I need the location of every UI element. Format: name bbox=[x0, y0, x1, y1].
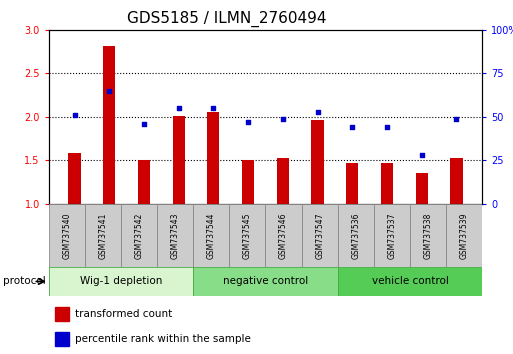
Bar bbox=[172, 116, 185, 204]
Text: percentile rank within the sample: percentile rank within the sample bbox=[75, 334, 251, 344]
Text: GSM737541: GSM737541 bbox=[98, 212, 107, 259]
Text: GSM737539: GSM737539 bbox=[460, 212, 469, 259]
FancyBboxPatch shape bbox=[338, 204, 374, 267]
Bar bbox=[277, 159, 289, 204]
Point bbox=[418, 152, 426, 158]
FancyBboxPatch shape bbox=[410, 204, 446, 267]
Text: GSM737546: GSM737546 bbox=[279, 212, 288, 259]
Text: GSM737547: GSM737547 bbox=[315, 212, 324, 259]
Text: GSM737542: GSM737542 bbox=[134, 212, 144, 259]
FancyBboxPatch shape bbox=[121, 204, 157, 267]
Bar bbox=[346, 163, 359, 204]
Point bbox=[348, 124, 357, 130]
Point bbox=[383, 124, 391, 130]
FancyBboxPatch shape bbox=[157, 204, 193, 267]
Point bbox=[105, 88, 113, 93]
Bar bbox=[55, 307, 69, 321]
Point bbox=[209, 105, 218, 111]
Point bbox=[244, 119, 252, 125]
FancyBboxPatch shape bbox=[446, 204, 482, 267]
Point bbox=[140, 121, 148, 127]
Point bbox=[313, 109, 322, 114]
FancyBboxPatch shape bbox=[374, 204, 410, 267]
Text: Wig-1 depletion: Wig-1 depletion bbox=[80, 276, 162, 286]
Text: GDS5185 / ILMN_2760494: GDS5185 / ILMN_2760494 bbox=[127, 11, 326, 27]
Text: GSM737545: GSM737545 bbox=[243, 212, 252, 259]
Text: GSM737544: GSM737544 bbox=[207, 212, 216, 259]
FancyBboxPatch shape bbox=[302, 204, 338, 267]
FancyBboxPatch shape bbox=[193, 204, 229, 267]
FancyBboxPatch shape bbox=[265, 204, 302, 267]
Bar bbox=[416, 173, 428, 204]
Text: protocol: protocol bbox=[3, 276, 45, 286]
Point bbox=[279, 116, 287, 121]
Bar bbox=[138, 160, 150, 204]
Text: negative control: negative control bbox=[223, 276, 308, 286]
Text: GSM737538: GSM737538 bbox=[424, 212, 432, 259]
FancyBboxPatch shape bbox=[49, 267, 193, 296]
Text: GSM737540: GSM737540 bbox=[62, 212, 71, 259]
Point bbox=[452, 116, 461, 121]
FancyBboxPatch shape bbox=[85, 204, 121, 267]
Bar bbox=[381, 163, 393, 204]
Bar bbox=[55, 332, 69, 346]
Bar bbox=[68, 153, 81, 204]
FancyBboxPatch shape bbox=[193, 267, 338, 296]
Bar bbox=[450, 159, 463, 204]
Bar bbox=[207, 112, 220, 204]
Bar bbox=[242, 160, 254, 204]
Bar bbox=[311, 120, 324, 204]
Text: GSM737536: GSM737536 bbox=[351, 212, 360, 259]
Point bbox=[70, 112, 78, 118]
Text: transformed count: transformed count bbox=[75, 309, 172, 319]
Text: GSM737543: GSM737543 bbox=[171, 212, 180, 259]
FancyBboxPatch shape bbox=[338, 267, 482, 296]
FancyBboxPatch shape bbox=[229, 204, 265, 267]
Point bbox=[174, 105, 183, 111]
Bar bbox=[103, 46, 115, 204]
FancyBboxPatch shape bbox=[49, 204, 85, 267]
Text: vehicle control: vehicle control bbox=[371, 276, 448, 286]
Text: GSM737537: GSM737537 bbox=[387, 212, 397, 259]
